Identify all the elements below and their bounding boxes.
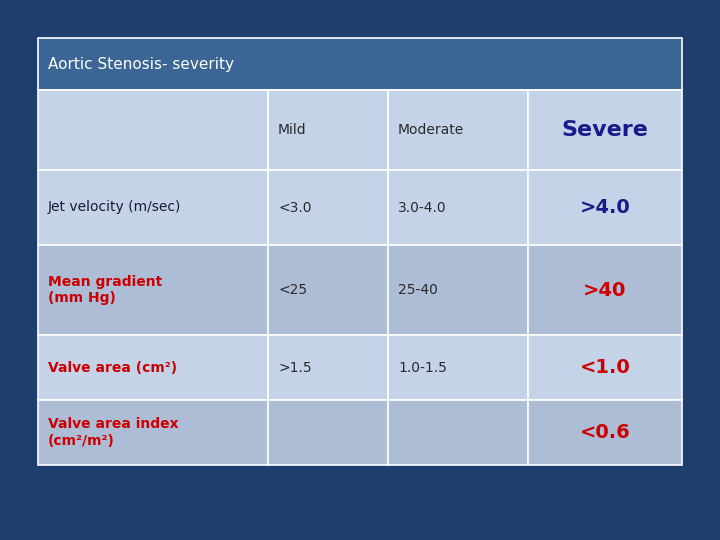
Text: Aortic Stenosis- severity: Aortic Stenosis- severity bbox=[48, 57, 234, 71]
Bar bbox=[38, 245, 268, 335]
Bar bbox=[38, 335, 268, 400]
Bar bbox=[268, 400, 388, 465]
Bar bbox=[388, 335, 528, 400]
Text: Jet velocity (m/sec): Jet velocity (m/sec) bbox=[48, 200, 181, 214]
Bar bbox=[268, 245, 388, 335]
Text: 3.0-4.0: 3.0-4.0 bbox=[398, 200, 446, 214]
Text: <25: <25 bbox=[278, 283, 307, 297]
Bar bbox=[268, 335, 388, 400]
Text: Mean gradient
(mm Hg): Mean gradient (mm Hg) bbox=[48, 275, 162, 305]
Text: Valve area (cm²): Valve area (cm²) bbox=[48, 361, 177, 375]
Bar bbox=[38, 90, 268, 170]
Text: <0.6: <0.6 bbox=[580, 423, 631, 442]
Text: >1.5: >1.5 bbox=[278, 361, 312, 375]
Text: Severe: Severe bbox=[562, 120, 649, 140]
Bar bbox=[528, 90, 682, 170]
Text: >4.0: >4.0 bbox=[580, 198, 631, 217]
Bar bbox=[38, 170, 268, 245]
Text: <3.0: <3.0 bbox=[278, 200, 312, 214]
Bar bbox=[38, 400, 268, 465]
Text: Valve area index
(cm²/m²): Valve area index (cm²/m²) bbox=[48, 417, 179, 448]
Text: Mild: Mild bbox=[278, 123, 307, 137]
Bar bbox=[38, 38, 682, 90]
Text: 25-40: 25-40 bbox=[398, 283, 438, 297]
Bar bbox=[388, 90, 528, 170]
Bar bbox=[528, 335, 682, 400]
Bar bbox=[388, 170, 528, 245]
Text: Moderate: Moderate bbox=[398, 123, 464, 137]
Bar bbox=[388, 400, 528, 465]
Bar bbox=[388, 245, 528, 335]
Text: >40: >40 bbox=[583, 280, 626, 300]
Bar bbox=[268, 90, 388, 170]
Text: <1.0: <1.0 bbox=[580, 358, 631, 377]
Bar bbox=[528, 170, 682, 245]
Bar bbox=[268, 170, 388, 245]
Bar bbox=[528, 400, 682, 465]
Text: 1.0-1.5: 1.0-1.5 bbox=[398, 361, 447, 375]
Bar bbox=[528, 245, 682, 335]
